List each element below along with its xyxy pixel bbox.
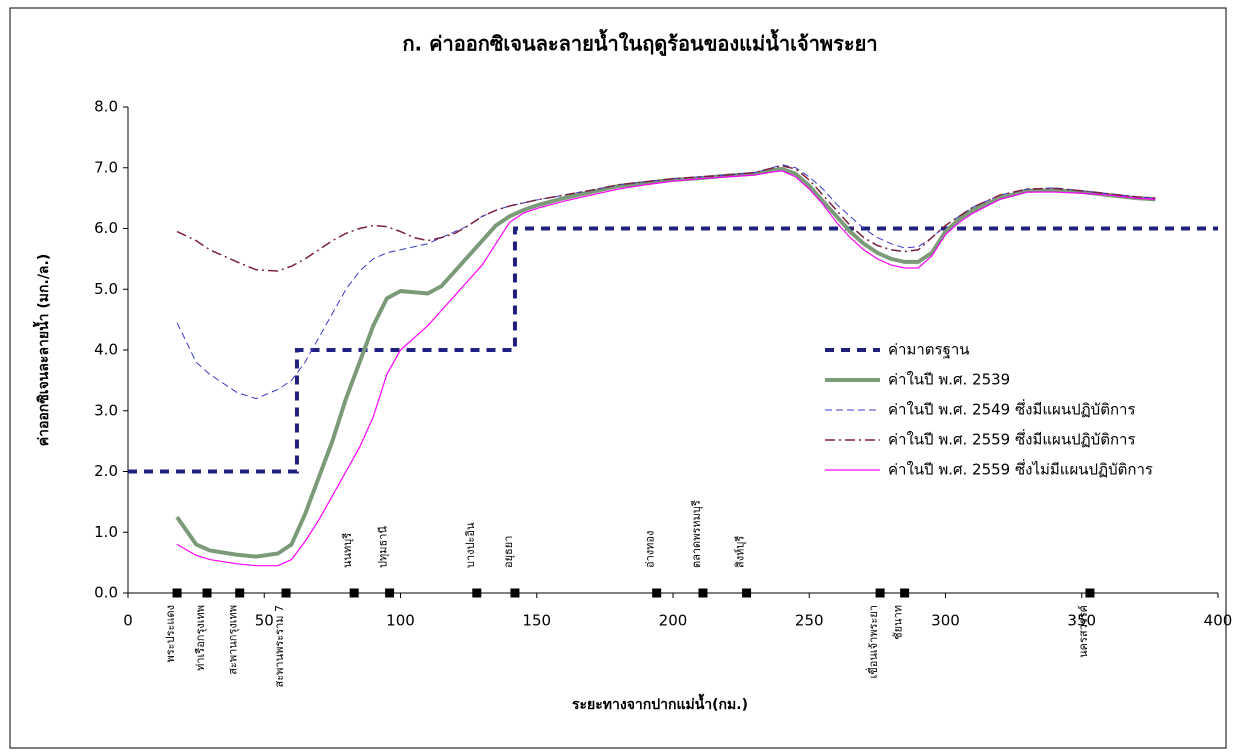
station-label: สะพานพระราม 7 [273, 605, 286, 687]
series-line [176, 165, 1156, 272]
legend-label: ค่าในปี พ.ศ. 2539 [888, 371, 1010, 389]
x-tick-label: 400 [1204, 612, 1233, 630]
y-tick-label: 7.0 [94, 158, 118, 176]
x-tick-label: 150 [522, 612, 551, 630]
station-label: เขื่อนเจ้าพระยา [865, 605, 880, 678]
y-tick-label: 5.0 [94, 280, 118, 298]
station-label: อ่างทอง [644, 531, 657, 568]
station-label: พระประแดง [164, 605, 177, 662]
station-label: ตลาดพรหมบุรี [690, 500, 703, 568]
y-tick-label: 2.0 [94, 462, 118, 480]
x-tick-label: 250 [795, 612, 824, 630]
x-tick-label: 200 [659, 612, 688, 630]
y-tick-label: 4.0 [94, 341, 118, 359]
x-tick-label: 300 [931, 612, 960, 630]
station-label: สะพานกรุงเทพ [227, 605, 240, 675]
station-label: นครสวรรค์ [1077, 605, 1090, 658]
legend-label: ค่าในปี พ.ศ. 2559 ซึ่งมีแผนปฏิบัติการ [888, 429, 1136, 449]
legend-label: ค่าในปี พ.ศ. 2549 ซึ่งมีแผนปฏิบัติการ [888, 399, 1136, 419]
station-label: นนทบุรี [341, 533, 354, 568]
station-marker [349, 588, 359, 598]
y-tick-label: 8.0 [94, 98, 118, 116]
series-line [176, 170, 1156, 567]
station-marker [652, 588, 662, 598]
x-axis-label: ระยะทางจากปากแม่น้ำ(กม.) [572, 693, 748, 713]
station-marker [172, 588, 182, 598]
y-tick-label: 3.0 [94, 401, 118, 419]
station-label: ท่าเรือกรุงเทพ [194, 605, 207, 671]
station-label: ชัยนาท [892, 605, 905, 640]
station-marker [472, 588, 482, 598]
station-marker [698, 588, 708, 598]
y-tick-label: 1.0 [94, 523, 118, 541]
station-marker [510, 588, 520, 598]
station-marker [875, 588, 885, 598]
station-marker [202, 588, 212, 598]
x-tick-label: 100 [386, 612, 415, 630]
station-marker [281, 588, 291, 598]
station-marker [235, 588, 245, 598]
station-marker [1085, 588, 1095, 598]
station-label: ปทุมธานี [377, 526, 390, 568]
legend-label: ค่ามาตรฐาน [888, 341, 970, 359]
x-tick-label: 0 [123, 612, 133, 630]
x-tick-label: 50 [255, 612, 274, 630]
y-tick-label: 6.0 [94, 219, 118, 237]
series-line [175, 166, 1156, 559]
y-tick-label: 0.0 [94, 584, 118, 602]
legend-label: ค่าในปี พ.ศ. 2559 ซึ่งไม่มีแผนปฏิบัติการ [888, 459, 1153, 479]
chart-border [9, 7, 1227, 749]
station-marker [742, 588, 752, 598]
chart-title: ก. ค่าออกซิเจนละลายน้ำในฤดูร้อนของแม่น้ำ… [402, 29, 877, 58]
station-label: อยุธยา [502, 536, 515, 568]
station-marker [900, 588, 910, 598]
station-marker [385, 588, 395, 598]
y-axis-label: ค่าออกซิเจนละลายน้ำ (มก./ล.) [32, 254, 52, 446]
station-label: สิงห์บุรี [734, 536, 747, 569]
station-label: บางปะอิน [464, 522, 477, 568]
x-tick-label: 350 [1067, 612, 1096, 630]
